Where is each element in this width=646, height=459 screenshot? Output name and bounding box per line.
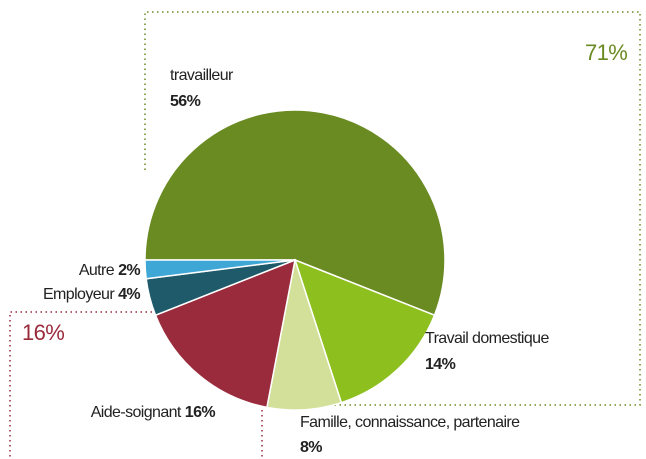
pie-slice [144,109,446,317]
slice-label: Employeur [43,286,115,303]
slice-label: Autre [79,262,115,279]
slice-label-group: Aide-soignant 16% [91,404,216,421]
slice-label: travailleur [170,67,234,84]
group-total: 16% [22,320,64,345]
group-bracket [9,311,263,459]
pie-slice [144,259,296,280]
slice-value: 56% [170,93,201,110]
slice-label: Travail domestique [425,330,549,347]
slice-value: 16% [185,404,216,421]
slice-value: 4% [118,286,140,303]
slice-label-group: Employeur 4% [43,286,140,303]
slice-value: 14% [425,356,456,373]
slice-label: Aide-soignant [91,404,182,421]
group-bracket [144,11,641,406]
slice-label-group: Autre 2% [79,262,141,279]
slice-value: 8% [300,439,322,456]
slice-value: 2% [118,262,140,279]
pie-slice [154,258,296,409]
slice-label: Famille, connaissance, partenaire [300,414,520,431]
group-total: 71% [585,40,627,65]
